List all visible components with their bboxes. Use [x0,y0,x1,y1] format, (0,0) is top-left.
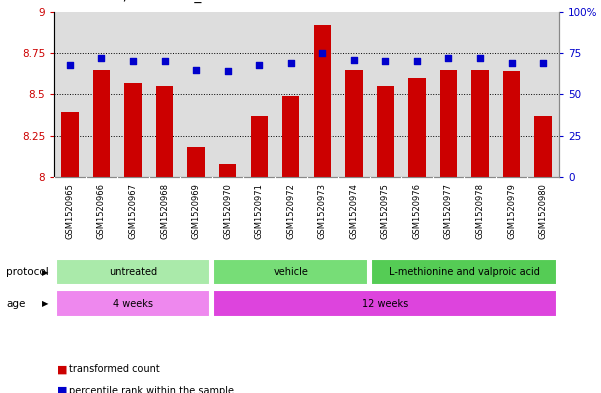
Point [412,58,422,64]
Bar [440,70,457,177]
Point [128,58,138,64]
Bar [56,290,210,317]
Text: GSM1520972: GSM1520972 [286,183,295,239]
Point [507,60,516,66]
Bar [503,71,520,177]
Point [380,58,390,64]
Text: untreated: untreated [109,267,157,277]
Text: GSM1520966: GSM1520966 [97,183,106,239]
Text: GSM1520965: GSM1520965 [66,183,75,239]
Bar [282,96,299,177]
Text: vehicle: vehicle [273,267,308,277]
Point [444,55,453,61]
Bar [377,86,394,177]
Bar [314,25,331,177]
Bar [371,259,557,285]
Point [191,66,201,73]
Text: GSM1520973: GSM1520973 [318,183,327,239]
Bar [156,86,173,177]
Text: 12 weeks: 12 weeks [362,299,409,309]
Text: L-methionine and valproic acid: L-methionine and valproic acid [389,267,540,277]
Text: GSM1520977: GSM1520977 [444,183,453,239]
Text: 4 weeks: 4 weeks [113,299,153,309]
Text: GSM1520967: GSM1520967 [129,183,138,239]
Bar [219,163,236,177]
Bar [124,83,142,177]
Point [538,60,548,66]
Bar [93,70,110,177]
Text: GSM1520980: GSM1520980 [538,183,548,239]
Point [475,55,485,61]
Text: protocol: protocol [6,267,49,277]
Point [317,50,327,56]
Text: ■: ■ [57,364,67,375]
Point [65,61,75,68]
Point [349,57,359,63]
Text: GSM1520976: GSM1520976 [412,183,421,239]
Bar [534,116,552,177]
Text: transformed count: transformed count [69,364,160,375]
Bar [345,70,362,177]
Text: GSM1520979: GSM1520979 [507,183,516,239]
Point [223,68,233,74]
Point [254,61,264,68]
Bar [56,259,210,285]
Text: ▶: ▶ [41,268,48,277]
Point [97,55,106,61]
Text: ▶: ▶ [41,299,48,308]
Text: GSM1520971: GSM1520971 [255,183,264,239]
Text: ■: ■ [57,386,67,393]
Text: percentile rank within the sample: percentile rank within the sample [69,386,234,393]
Text: age: age [6,299,25,309]
Point [160,58,169,64]
Point [286,60,296,66]
Bar [251,116,268,177]
Bar [213,259,368,285]
Text: GSM1520969: GSM1520969 [192,183,201,239]
Text: GSM1520975: GSM1520975 [381,183,390,239]
Bar [61,112,79,177]
Bar [471,70,489,177]
Text: GSM1520970: GSM1520970 [223,183,232,239]
Bar [408,78,426,177]
Bar [188,147,205,177]
Text: GSM1520968: GSM1520968 [160,183,169,239]
Text: GSM1520978: GSM1520978 [475,183,484,239]
Bar [213,290,557,317]
Text: GSM1520974: GSM1520974 [349,183,358,239]
Text: GDS5624 / 1448585_at: GDS5624 / 1448585_at [54,0,216,3]
